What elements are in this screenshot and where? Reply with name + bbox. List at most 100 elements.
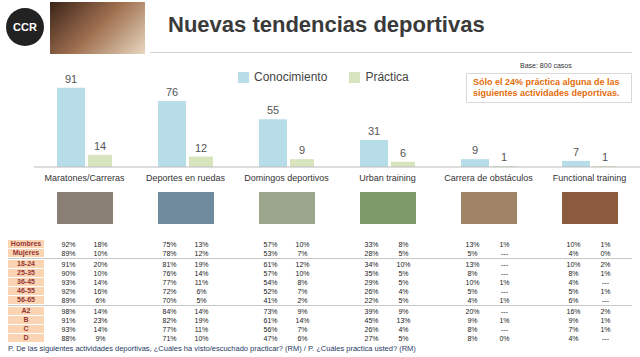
html-text:8%: 8% — [568, 270, 579, 277]
svg-text:Urban training: Urban training — [359, 173, 416, 183]
html-text:Práctica: Práctica — [365, 70, 409, 84]
html-text:4%: 4% — [568, 279, 579, 286]
html-text:81%: 81% — [162, 261, 177, 268]
html-text:Hombres: Hombres — [10, 240, 42, 247]
svg-text:Domingos deportivos: Domingos deportivos — [244, 173, 329, 183]
html-text:76%: 76% — [162, 270, 177, 277]
html-text:52%: 52% — [263, 288, 278, 295]
html-text:5%: 5% — [398, 270, 409, 277]
html-text:77%: 77% — [162, 279, 177, 286]
html-text:1%: 1% — [600, 241, 611, 248]
html-text:54%: 54% — [263, 279, 278, 286]
html-text:Mujeres: Mujeres — [12, 249, 40, 256]
svg-text:1: 1 — [501, 151, 507, 163]
html-text:P. De las siguientes actividad: P. De las siguientes actividades deporti… — [8, 344, 416, 353]
html-text:10%: 10% — [93, 250, 108, 257]
svg-text:55: 55 — [267, 104, 279, 116]
html-text:29%: 29% — [364, 279, 379, 286]
svg-text:7: 7 — [573, 146, 579, 158]
svg-text:6: 6 — [400, 147, 406, 159]
html-text:7%: 7% — [297, 250, 308, 257]
svg-text:Deportes en ruedas: Deportes en ruedas — [146, 173, 226, 183]
svg-text:Carrera de obstáculos: Carrera de obstáculos — [444, 173, 533, 183]
html-text:10%: 10% — [396, 261, 411, 268]
html-text:26%: 26% — [364, 288, 379, 295]
html-text:90%: 90% — [61, 270, 76, 277]
html-text:33%: 33% — [364, 241, 379, 248]
html-text:1%: 1% — [499, 279, 510, 286]
html-text:Nuevas tendencias deportivas: Nuevas tendencias deportivas — [168, 12, 485, 37]
svg-text:14: 14 — [94, 140, 106, 152]
html-text:5%: 5% — [398, 250, 409, 257]
html-text:1%: 1% — [600, 288, 611, 295]
svg-text:Functional training: Functional training — [553, 173, 627, 183]
html-text:6%: 6% — [196, 288, 207, 295]
html-text:18%: 18% — [93, 241, 108, 248]
svg-text:91: 91 — [65, 73, 77, 85]
html-text:10%: 10% — [566, 241, 581, 248]
html-text:5%: 5% — [467, 288, 478, 295]
html-text:46-55: 46-55 — [17, 287, 35, 294]
html-text:Sólo el 24% práctica alguna de: Sólo el 24% práctica alguna de las sigui… — [473, 77, 620, 98]
html-text:75%: 75% — [162, 241, 177, 248]
html-text:11%: 11% — [194, 279, 209, 286]
html-text:8%: 8% — [297, 279, 308, 286]
html-text:10%: 10% — [295, 241, 310, 248]
html-text:14%: 14% — [93, 279, 108, 286]
html-text:10%: 10% — [295, 270, 310, 277]
html-text:57%: 57% — [263, 241, 278, 248]
html-text:0%: 0% — [600, 250, 611, 257]
html-text:10%: 10% — [93, 270, 108, 277]
html-text:18-24: 18-24 — [17, 260, 35, 267]
html-text:36-45: 36-45 — [17, 278, 35, 285]
html-text:28%: 28% — [364, 250, 379, 257]
html-text:5%: 5% — [398, 279, 409, 286]
html-text:34%: 34% — [364, 261, 379, 268]
html-text:7%: 7% — [297, 288, 308, 295]
svg-text:9: 9 — [299, 144, 305, 156]
html-text:Base: 800 casos: Base: 800 casos — [520, 62, 572, 69]
html-text:5%: 5% — [568, 288, 579, 295]
html-text:13%: 13% — [465, 261, 480, 268]
html-text:13%: 13% — [194, 241, 209, 248]
html-text:72%: 72% — [162, 288, 177, 295]
svg-text:12: 12 — [195, 142, 207, 154]
html-text:16%: 16% — [93, 288, 108, 295]
html-text:89%: 89% — [61, 297, 76, 304]
html-text:13%: 13% — [465, 241, 480, 248]
html-text:12%: 12% — [295, 261, 310, 268]
html-text:92%: 92% — [61, 288, 76, 295]
svg-text:31: 31 — [368, 125, 380, 137]
html-text:12%: 12% — [194, 250, 209, 257]
html-text:Conocimiento: Conocimiento — [254, 70, 328, 84]
html-text:89%: 89% — [61, 250, 76, 257]
html-text:4%: 4% — [398, 288, 409, 295]
html-text:10%: 10% — [566, 261, 581, 268]
html-text:1%: 1% — [499, 241, 510, 248]
svg-text:1: 1 — [602, 151, 608, 163]
html-text:8%: 8% — [467, 270, 478, 277]
html-text:19%: 19% — [194, 261, 209, 268]
html-text:8%: 8% — [398, 241, 409, 248]
html-text:35%: 35% — [364, 270, 379, 277]
html-text:5%: 5% — [467, 250, 478, 257]
html-text:61%: 61% — [263, 261, 278, 268]
html-text:78%: 78% — [162, 250, 177, 257]
html-text:10%: 10% — [465, 279, 480, 286]
html-text:CCR: CCR — [13, 21, 37, 33]
html-text:2%: 2% — [600, 261, 611, 268]
html-text:4%: 4% — [568, 250, 579, 257]
html-text:53%: 53% — [263, 250, 278, 257]
html-text:93%: 93% — [61, 279, 76, 286]
html-text:57%: 57% — [263, 270, 278, 277]
html-text:14%: 14% — [194, 270, 209, 277]
svg-text:Maratones/Carreras: Maratones/Carreras — [44, 173, 125, 183]
html-text:25-35: 25-35 — [17, 269, 35, 276]
html-text:56-65: 56-65 — [17, 296, 35, 303]
html-text:91%: 91% — [61, 261, 76, 268]
html-text:20%: 20% — [93, 261, 108, 268]
svg-text:76: 76 — [166, 86, 178, 98]
svg-text:9: 9 — [472, 144, 478, 156]
html-text:92%: 92% — [61, 241, 76, 248]
html-text:1%: 1% — [600, 270, 611, 277]
